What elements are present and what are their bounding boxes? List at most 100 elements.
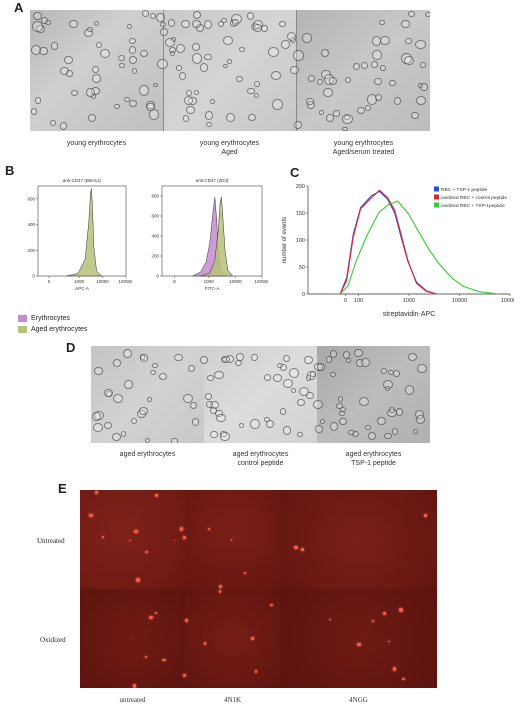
- cell-shape: [59, 122, 68, 130]
- fluorescent-spot: [243, 571, 247, 574]
- panel-a-caption-3: young erythrocytes Aged/serum treated: [297, 139, 430, 157]
- cell-shape: [339, 417, 347, 426]
- panel-d-micrograph: [91, 346, 430, 443]
- fluorescent-spot: [269, 603, 273, 607]
- cell-shape: [96, 42, 103, 48]
- cell-shape: [144, 437, 150, 443]
- cell-shape: [139, 85, 150, 96]
- fluorescent-spot: [203, 642, 207, 646]
- cell-shape: [183, 394, 193, 404]
- cell-shape: [329, 421, 339, 431]
- cell-shape: [306, 391, 314, 399]
- cell-shape: [113, 394, 124, 404]
- x-tick-label: 100000: [118, 279, 132, 284]
- fluorescent-spot: [254, 669, 258, 673]
- cell-shape: [289, 367, 300, 378]
- cell-shape: [414, 39, 426, 49]
- cell-shape: [127, 24, 133, 30]
- cell-shape: [30, 45, 42, 56]
- cell-shape: [352, 63, 360, 71]
- legend-label-aged-erythrocytes: Aged erythrocytes: [31, 326, 88, 333]
- panel-d-caption-2: aged erythrocytes control peptide: [204, 450, 317, 468]
- cell-shape: [290, 66, 299, 74]
- x-tick-label: 0: [344, 298, 347, 304]
- series-line-oxidized-rbc-tsp-1peptide: [339, 200, 499, 295]
- cell-shape: [210, 431, 218, 438]
- cell-shape: [297, 398, 305, 407]
- cell-shape: [94, 21, 100, 27]
- legend-swatch-oxidized-rbc-control-peptide: [434, 194, 439, 200]
- cell-shape: [379, 35, 391, 46]
- cell-shape: [364, 424, 372, 431]
- cell-shape: [111, 432, 121, 442]
- fluorescent-spot: [173, 539, 176, 542]
- cell-shape: [305, 374, 312, 381]
- cell-shape: [384, 386, 390, 392]
- cell-shape: [91, 65, 100, 73]
- cell-shape: [32, 20, 43, 32]
- cell-shape: [31, 108, 38, 115]
- cell-shape: [191, 42, 201, 52]
- cell-shape: [175, 44, 185, 54]
- x-tick-label: 0: [48, 279, 51, 284]
- legend-item-aged-erythrocytes: Aged erythrocytes: [18, 324, 87, 335]
- fluorescent-spot: [251, 637, 254, 640]
- panel-e-row-label-untreated: Untreated: [37, 537, 65, 545]
- panel-d-caption-1-line-1: aged erythrocytes: [119, 451, 176, 458]
- legend-label-oxidized-rbc-tsp-1peptide: oxidized RBC + TSP-1peptide: [441, 203, 505, 209]
- cell-shape: [40, 17, 48, 25]
- cell-shape: [69, 20, 78, 29]
- cell-shape: [424, 11, 430, 18]
- series-line-rbc-tsp-1-peptide: [339, 190, 437, 295]
- cell-shape: [251, 354, 258, 361]
- cell-shape: [246, 11, 255, 20]
- fluorescent-spot: [185, 619, 188, 622]
- cell-shape: [139, 354, 149, 362]
- cell-shape: [333, 109, 340, 117]
- cell-shape: [204, 111, 213, 120]
- legend-label-oxidized-rbc-control-peptide: oxidized RBC + control peptide: [441, 195, 507, 201]
- cell-shape: [364, 104, 371, 111]
- cell-shape: [282, 426, 292, 435]
- fluorescent-spot: [382, 611, 387, 615]
- cell-shape: [404, 385, 415, 396]
- cell-shape: [325, 113, 335, 123]
- cell-shape: [152, 362, 158, 369]
- cell-shape: [71, 89, 79, 96]
- panel-e-tile-untreated-untreated: [80, 490, 185, 589]
- panel-e-fluorescence-grid: [80, 490, 437, 688]
- cell-shape: [160, 21, 166, 28]
- cell-shape: [248, 113, 256, 121]
- cell-shape: [253, 93, 259, 99]
- fluorescent-spot: [218, 589, 222, 593]
- cell-shape: [326, 356, 333, 363]
- panel-label-b: B: [5, 163, 15, 178]
- fluorescent-spot: [145, 656, 147, 658]
- y-tick-label: 150: [296, 211, 305, 217]
- cell-shape: [199, 62, 209, 72]
- cell-shape: [217, 20, 225, 28]
- fluorescent-spot: [301, 547, 305, 551]
- cell-shape: [160, 27, 169, 37]
- cell-shape: [330, 350, 338, 358]
- cell-shape: [265, 420, 274, 429]
- cell-shape: [270, 71, 281, 80]
- cell-shape: [159, 373, 168, 381]
- y-tick-label: 100: [296, 238, 305, 244]
- cell-shape: [379, 19, 385, 25]
- cell-shape: [307, 74, 315, 83]
- cell-shape: [231, 19, 239, 26]
- cell-shape: [338, 396, 344, 403]
- legend-swatch-oxidized-rbc-tsp-1peptide: [434, 202, 439, 208]
- panel-a-divider-1: [163, 10, 164, 131]
- cell-shape: [223, 36, 233, 46]
- cell-shape: [278, 20, 287, 28]
- cell-shape: [93, 423, 104, 432]
- cell-shape: [391, 428, 398, 435]
- cell-shape: [226, 113, 236, 123]
- cell-shape: [372, 50, 382, 60]
- cell-shape: [293, 50, 304, 61]
- cell-shape: [263, 416, 270, 422]
- panel-d-caption-2-line-2: control peptide: [237, 460, 284, 467]
- cell-shape: [171, 438, 178, 443]
